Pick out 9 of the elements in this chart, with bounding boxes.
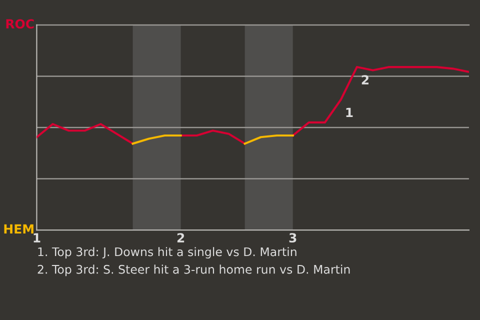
x-tick-label: 1 — [34, 233, 40, 242]
x-tick-label: 2 — [177, 233, 184, 242]
text: ROC — [6, 19, 34, 29]
x-tick-label: 3 — [289, 233, 296, 243]
text: HEM — [4, 224, 34, 234]
text: 2. Top 3rd: S. Steer hit a 3-run home run vs D. Martin — [38, 264, 350, 276]
text: 1. Top 3rd: J. Downs hit a single vs D. Martin — [38, 247, 296, 259]
annotation: 1 — [346, 108, 353, 117]
annotation: 2 — [362, 75, 368, 84]
